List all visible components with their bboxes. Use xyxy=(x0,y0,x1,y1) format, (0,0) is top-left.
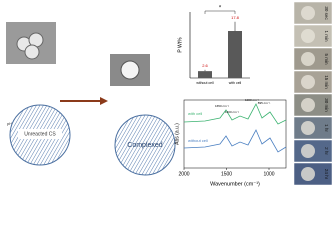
bead xyxy=(120,60,140,80)
significance: * xyxy=(219,6,222,12)
spectrum xyxy=(183,129,287,153)
ftir-frame xyxy=(183,99,287,169)
unreacted-label: Unreacted CS xyxy=(24,131,56,137)
annotation: 1650 cm⁻¹ xyxy=(215,104,229,108)
y-axis-label: Abs (a.u.) xyxy=(174,123,180,145)
x-tick-label: 1000 xyxy=(263,171,274,177)
spectrum xyxy=(183,103,287,125)
x-tick-label: 2000 xyxy=(178,171,189,177)
sample xyxy=(301,167,315,181)
bead xyxy=(24,44,40,60)
sample xyxy=(301,121,315,135)
sample xyxy=(301,29,315,43)
sample xyxy=(301,75,315,89)
annotation: 895 cm⁻¹ xyxy=(258,101,270,105)
x-tick-label: without cell xyxy=(196,81,214,85)
sample xyxy=(301,6,315,20)
complexed-circle xyxy=(114,114,176,176)
arrow-head xyxy=(100,97,108,105)
complexed-label: Complexed xyxy=(127,142,163,149)
value-label: 17.8 xyxy=(231,15,240,20)
sample xyxy=(301,52,315,66)
sample xyxy=(301,144,315,158)
series-label: without cell xyxy=(188,138,208,143)
time-label: 24 hr xyxy=(324,169,329,180)
bar xyxy=(198,71,212,78)
time-label: 1 hr xyxy=(324,124,329,132)
significance-bracket xyxy=(204,10,236,14)
time-label: 2 hr xyxy=(324,147,329,155)
x-tick-label: with cell xyxy=(229,81,242,85)
x-tick-label: 1500 xyxy=(221,171,232,177)
label-box xyxy=(18,129,62,139)
ph-label: pH xyxy=(7,121,12,126)
time-label: 30 min xyxy=(324,98,329,112)
x-axis-label: Wavenumber (cm⁻¹) xyxy=(210,181,260,187)
time-label: 5 min xyxy=(324,53,329,65)
annotation: 1000 cm⁻¹ xyxy=(245,98,259,102)
time-label: 15 min xyxy=(324,75,329,89)
annotation: 1400 cm⁻¹ xyxy=(225,110,239,114)
value-label: 2.6 xyxy=(202,63,208,68)
time-label: 30 sec xyxy=(324,6,329,20)
y-axis-label: P Wt% xyxy=(177,37,183,53)
bar xyxy=(228,31,242,78)
time-label: 1 min xyxy=(324,30,329,42)
graphical-abstract: pH Unreacted CS Complexed P Wt% 2.6 withou… xyxy=(6,1,333,187)
series-label: with cell xyxy=(188,111,202,116)
sample xyxy=(301,98,315,112)
